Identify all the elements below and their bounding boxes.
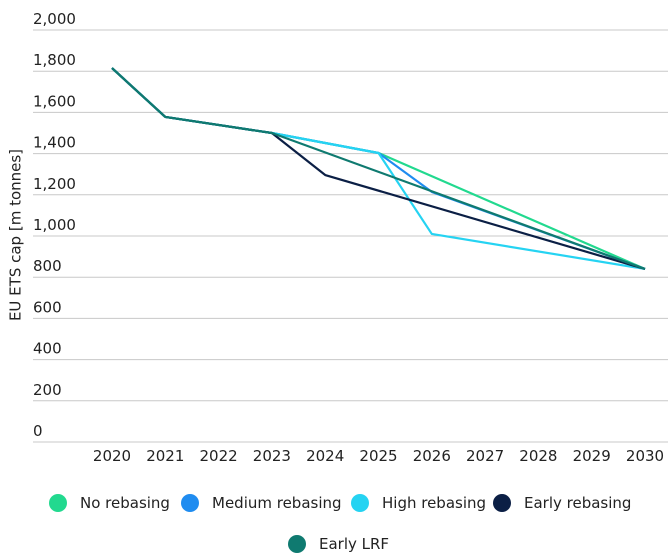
legend-marker: [351, 494, 369, 512]
x-tick-label: 2023: [253, 447, 291, 465]
x-tick-label: 2030: [626, 447, 664, 465]
legend-label: Early rebasing: [524, 494, 631, 512]
y-tick-label: 1,400: [33, 134, 76, 152]
y-tick-label: 1,600: [33, 92, 76, 110]
y-tick-label: 2,000: [33, 10, 76, 28]
legend-label: No rebasing: [80, 494, 170, 512]
legend-label: High rebasing: [382, 494, 486, 512]
y-tick-label: 200: [33, 381, 62, 399]
x-tick-label: 2026: [413, 447, 451, 465]
x-tick-label: 2027: [466, 447, 504, 465]
x-tick-label: 2028: [519, 447, 557, 465]
y-tick-label: 600: [33, 298, 62, 316]
x-tick-label: 2029: [573, 447, 611, 465]
legend-label: Medium rebasing: [212, 494, 342, 512]
legend-marker: [181, 494, 199, 512]
legend-marker: [493, 494, 511, 512]
y-tick-label: 1,800: [33, 51, 76, 69]
x-tick-label: 2025: [359, 447, 397, 465]
y-tick-label: 400: [33, 340, 62, 358]
x-tick-label: 2022: [200, 447, 238, 465]
line: [111, 67, 646, 270]
x-tick-label: 2021: [146, 447, 184, 465]
y-axis-label: EU ETS cap [m tonnes]: [7, 149, 25, 321]
legend-marker: [49, 494, 67, 512]
y-tick-label: 0: [33, 422, 43, 440]
y-tick-label: 1,000: [33, 216, 76, 234]
x-tick-label: 2024: [306, 447, 344, 465]
y-tick-label: 800: [33, 257, 62, 275]
x-tick-label: 2020: [93, 447, 131, 465]
legend-label: Early LRF: [319, 535, 389, 553]
legend-marker: [288, 535, 306, 553]
y-tick-label: 1,200: [33, 175, 76, 193]
